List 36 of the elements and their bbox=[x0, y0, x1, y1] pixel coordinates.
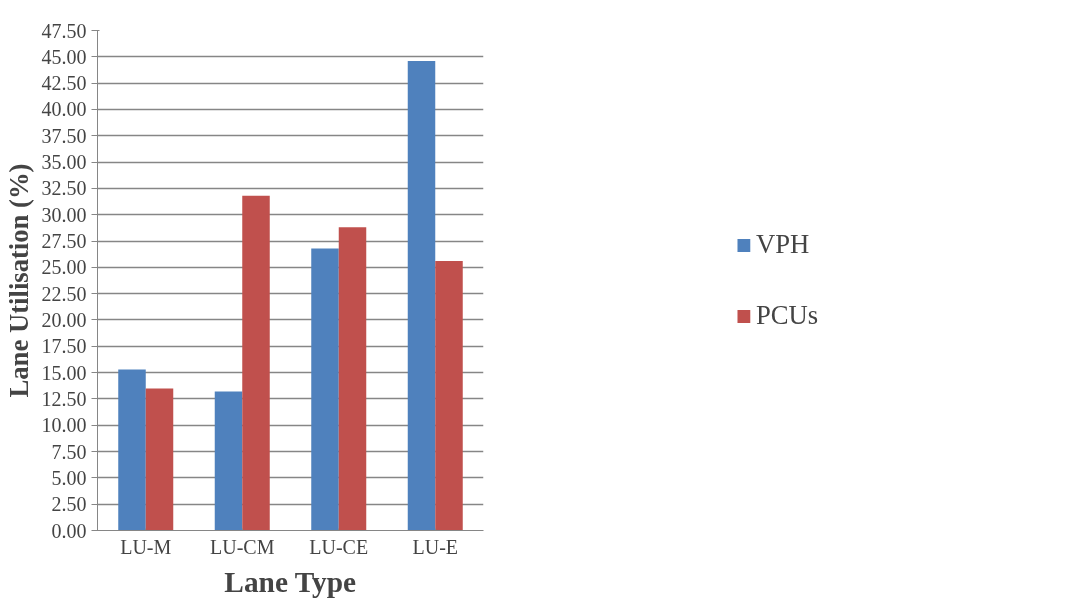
bar bbox=[435, 261, 463, 531]
x-axis-title: Lane Type bbox=[224, 565, 357, 598]
legend-label: PCUs bbox=[755, 300, 819, 331]
bar bbox=[242, 195, 270, 531]
y-tick-label: 25.00 bbox=[41, 256, 87, 279]
bar bbox=[311, 248, 339, 531]
legend-label: VPH bbox=[755, 229, 810, 260]
y-tick-label: 45.00 bbox=[41, 45, 87, 68]
y-tick-label: 17.50 bbox=[41, 335, 87, 358]
y-tick-label: 40.00 bbox=[41, 98, 87, 121]
y-tick-label: 12.50 bbox=[41, 387, 87, 410]
y-tick-label: 22.50 bbox=[41, 282, 87, 305]
y-tick-label: 30.00 bbox=[41, 203, 87, 226]
y-tick-label: 37.50 bbox=[41, 124, 87, 147]
y-tick-label: 32.50 bbox=[41, 177, 87, 200]
y-tick-label: 15.00 bbox=[41, 361, 87, 384]
bar bbox=[338, 227, 367, 531]
x-tick-label: LU-E bbox=[412, 535, 459, 558]
y-tick-label: 20.00 bbox=[41, 308, 87, 331]
y-tick-label: 42.50 bbox=[41, 72, 87, 95]
y-axis-title: Lane Utilisation (%) bbox=[3, 163, 34, 398]
bar bbox=[145, 388, 174, 531]
y-tick-label: 35.00 bbox=[41, 151, 87, 174]
y-tick-label: 0.00 bbox=[51, 519, 87, 542]
x-tick-label: LU-M bbox=[120, 535, 172, 558]
y-tick-label: 47.50 bbox=[41, 19, 87, 42]
y-tick-label: 10.00 bbox=[41, 414, 87, 437]
bar bbox=[407, 61, 436, 531]
x-tick-label: LU-CM bbox=[210, 535, 275, 558]
y-tick-label: 2.50 bbox=[51, 493, 87, 516]
x-tick-label: LU-CE bbox=[309, 535, 369, 558]
y-tick-label: 5.00 bbox=[51, 466, 87, 489]
y-tick-label: 7.50 bbox=[51, 440, 87, 463]
bar bbox=[118, 369, 146, 531]
y-tick-label: 27.50 bbox=[41, 230, 87, 253]
bar bbox=[214, 391, 243, 531]
